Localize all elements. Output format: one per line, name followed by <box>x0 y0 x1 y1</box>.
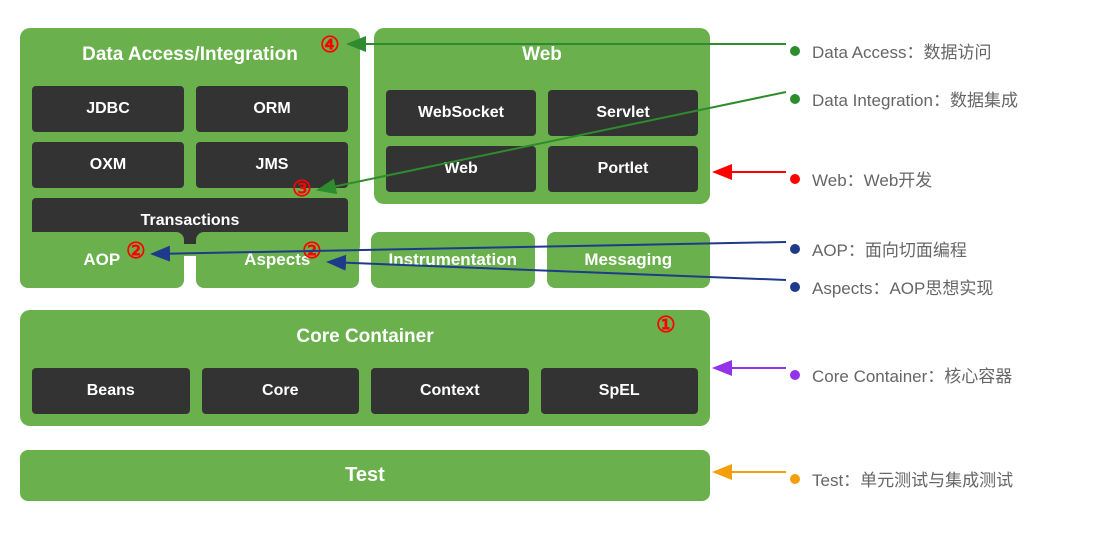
badge-3: ③ <box>292 176 312 202</box>
ann-core: Core Container：核心容器 <box>790 362 1012 387</box>
group-core: Core Container Beans Core Context SpEL <box>20 310 710 426</box>
group-title-core: Core Container <box>32 320 698 358</box>
box-test: Test <box>20 450 710 501</box>
ann-data-integration: Data Integration：数据集成 <box>790 86 1018 111</box>
cell-servlet: Servlet <box>548 90 698 136</box>
ann-text: Web：Web开发 <box>812 166 932 191</box>
dot-icon <box>790 370 800 380</box>
group-data-access: Data Access/Integration JDBC ORM OXM JMS… <box>20 28 360 256</box>
cell-orm: ORM <box>196 86 348 132</box>
cell-jdbc: JDBC <box>32 86 184 132</box>
cell-portlet: Portlet <box>548 146 698 192</box>
group-title-data-access: Data Access/Integration <box>32 38 348 76</box>
box-messaging: Messaging <box>547 232 711 288</box>
dot-icon <box>790 174 800 184</box>
group-web: Web WebSocket Servlet Web Portlet <box>374 28 710 204</box>
ann-text: Aspects：AOP思想实现 <box>812 274 993 299</box>
box-instrumentation: Instrumentation <box>371 232 535 288</box>
group-title-web: Web <box>386 38 698 76</box>
badge-2a: ② <box>126 238 146 264</box>
ann-data-access: Data Access：数据访问 <box>790 38 992 63</box>
dot-icon <box>790 244 800 254</box>
ann-text: AOP：面向切面编程 <box>812 236 967 261</box>
ann-aop: AOP：面向切面编程 <box>790 236 967 261</box>
badge-2b: ② <box>302 238 322 264</box>
ann-aspects: Aspects：AOP思想实现 <box>790 274 993 299</box>
box-aspects: Aspects <box>196 232 360 288</box>
badge-4: ④ <box>320 32 340 58</box>
cell-web: Web <box>386 146 536 192</box>
ann-test: Test：单元测试与集成测试 <box>790 466 1013 491</box>
badge-1: ① <box>656 312 676 338</box>
cell-jms: JMS <box>196 142 348 188</box>
cell-spel: SpEL <box>541 368 699 414</box>
dot-icon <box>790 474 800 484</box>
box-aop: AOP <box>20 232 184 288</box>
ann-text: Test：单元测试与集成测试 <box>812 466 1013 491</box>
cell-oxm: OXM <box>32 142 184 188</box>
ann-text: Core Container：核心容器 <box>812 362 1012 387</box>
cell-context: Context <box>371 368 529 414</box>
ann-web: Web：Web开发 <box>790 166 932 191</box>
ann-text: Data Access：数据访问 <box>812 38 992 63</box>
dot-icon <box>790 94 800 104</box>
cell-core: Core <box>202 368 360 414</box>
cell-websocket: WebSocket <box>386 90 536 136</box>
row-middle: AOP Aspects Instrumentation Messaging <box>20 232 710 288</box>
dot-icon <box>790 46 800 56</box>
dot-icon <box>790 282 800 292</box>
ann-text: Data Integration：数据集成 <box>812 86 1018 111</box>
cell-beans: Beans <box>32 368 190 414</box>
